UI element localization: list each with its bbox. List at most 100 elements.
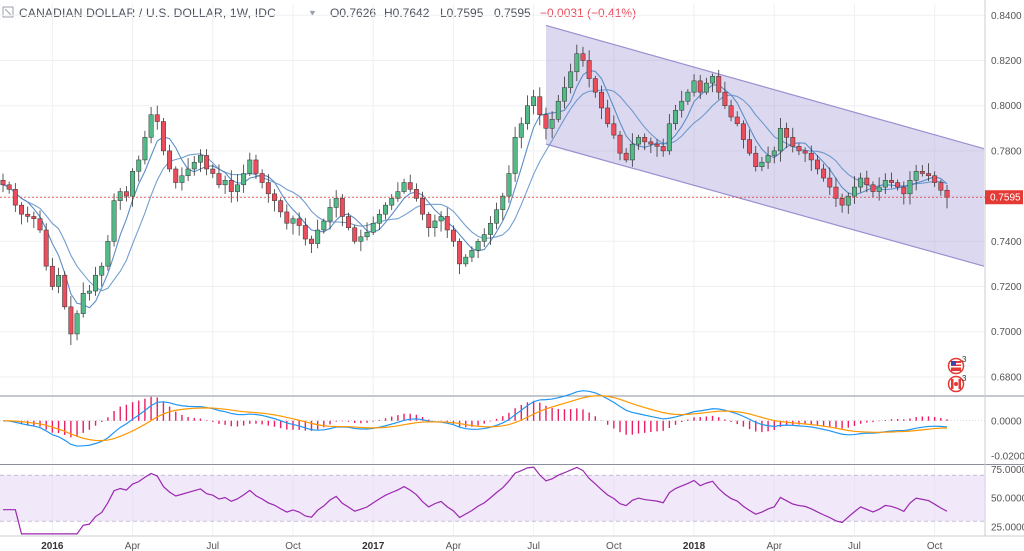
candle-body xyxy=(210,168,216,174)
candle-body xyxy=(62,274,68,308)
rsi-band xyxy=(0,475,985,522)
us-event-badge[interactable]: 3 xyxy=(947,355,968,375)
time-tick-label: Apr xyxy=(766,541,782,551)
candle xyxy=(784,122,790,149)
candle xyxy=(728,99,734,122)
candle xyxy=(370,216,376,236)
candle-body xyxy=(142,137,148,161)
candle xyxy=(543,107,549,140)
dropdown-chevron-icon[interactable]: ▼ xyxy=(308,8,317,18)
candle-body xyxy=(679,100,685,111)
candle xyxy=(636,134,641,150)
candle-body xyxy=(185,168,191,177)
candle-body xyxy=(389,198,395,206)
candle-body xyxy=(123,191,129,197)
candle xyxy=(679,90,685,118)
candle xyxy=(19,202,24,225)
candle xyxy=(241,164,247,193)
price-axis[interactable]: 0.6800 0.7000 0.7200 0.7400 0.7800 0.8000 0.82… xyxy=(991,11,1024,534)
candle-body xyxy=(839,198,845,206)
candle xyxy=(265,174,271,203)
candle xyxy=(740,120,746,149)
candle-body xyxy=(808,152,814,161)
last-price-tag xyxy=(985,190,1023,205)
price-tick-label: 0.8200 xyxy=(991,56,1022,67)
candle xyxy=(802,147,808,162)
candle-body xyxy=(599,91,604,109)
candle-body xyxy=(339,198,345,217)
rsi-tick-label: 50.0000 xyxy=(991,494,1024,505)
candle xyxy=(913,164,919,191)
candle xyxy=(444,207,450,239)
candle xyxy=(852,176,857,204)
candle-body xyxy=(383,204,388,215)
candle-body xyxy=(290,218,296,224)
symbol-title[interactable]: CANADIAN DOLLAR / U.S. DOLLAR, 1W, IDC xyxy=(19,6,276,20)
candle-body xyxy=(814,159,820,170)
ohlc-high: H0.7642 xyxy=(384,6,430,20)
candle-body xyxy=(469,250,475,258)
candle-body xyxy=(235,184,240,192)
candle xyxy=(204,149,210,176)
candle xyxy=(592,75,598,98)
candle-body xyxy=(623,152,629,161)
candle xyxy=(889,172,894,189)
candle-body xyxy=(919,170,925,174)
candle xyxy=(438,211,444,232)
candle-body xyxy=(259,173,265,183)
candle-body xyxy=(130,170,136,197)
candle-body xyxy=(111,200,117,242)
candle-body xyxy=(278,200,284,213)
candle-body xyxy=(858,177,864,188)
candle xyxy=(432,214,438,237)
candle-body xyxy=(74,313,80,335)
candle-body xyxy=(703,82,709,93)
candle xyxy=(284,204,290,230)
candle xyxy=(864,170,870,193)
candle xyxy=(216,164,222,189)
candle-body xyxy=(642,137,648,143)
trend-channel[interactable] xyxy=(545,24,985,267)
candle xyxy=(43,223,49,271)
time-tick-label: 2018 xyxy=(683,541,706,551)
candle xyxy=(691,74,697,97)
candle-body xyxy=(710,76,715,84)
symbol-icon xyxy=(2,6,14,18)
ma-slow-line xyxy=(2,89,948,292)
candle-body xyxy=(771,150,777,156)
candle-body xyxy=(80,293,86,314)
candle-body xyxy=(660,146,666,152)
grid xyxy=(0,0,1024,537)
candle-body xyxy=(247,159,253,174)
candle-body xyxy=(241,173,247,186)
candle xyxy=(352,224,358,244)
candle-body xyxy=(426,213,432,229)
chart-header: CANADIAN DOLLAR / U.S. DOLLAR, 1W, IDC ▼… xyxy=(2,6,636,20)
ca-event-badge[interactable]: 3 xyxy=(947,374,968,393)
candle-body xyxy=(321,220,327,231)
candle xyxy=(327,198,333,230)
candle-body xyxy=(160,121,166,152)
candle xyxy=(833,177,839,208)
candle xyxy=(568,63,574,94)
macd-signal-line xyxy=(2,395,948,442)
candle xyxy=(74,310,80,341)
candle xyxy=(901,181,907,205)
candle xyxy=(895,179,901,191)
candle-body xyxy=(907,180,913,195)
candle xyxy=(185,158,191,181)
candle-body xyxy=(543,114,549,129)
candle xyxy=(364,222,370,241)
candle xyxy=(537,87,543,126)
candle xyxy=(346,212,351,231)
candle-body xyxy=(204,155,210,170)
candle-body xyxy=(253,159,259,174)
candle-body xyxy=(43,229,49,267)
candle xyxy=(654,139,660,157)
candle xyxy=(31,211,37,229)
time-tick-label: Jul xyxy=(848,541,861,551)
candle-body xyxy=(105,241,111,267)
candle-body xyxy=(740,123,746,140)
time-tick-label: Oct xyxy=(927,541,943,551)
time-axis[interactable]: 2016 Apr Jul Oct 2017 Apr Jul Oct 2018 Apr Jul Oct xyxy=(41,541,942,551)
